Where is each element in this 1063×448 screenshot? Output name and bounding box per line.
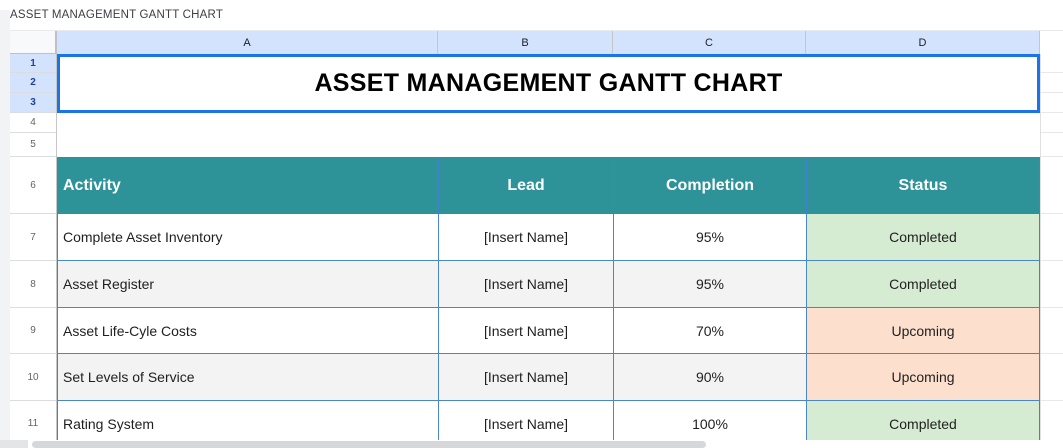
gantt-table: Activity Lead Completion Status Complete… xyxy=(57,157,1040,447)
table-header-row: Activity Lead Completion Status xyxy=(57,157,1040,214)
cell-completion[interactable]: 95% xyxy=(613,214,806,260)
column-header-c[interactable]: C xyxy=(613,31,806,55)
cell-activity[interactable]: Complete Asset Inventory xyxy=(63,229,223,245)
cell-activity[interactable]: Asset Life-Cyle Costs xyxy=(63,322,197,339)
table-row: Asset Register [Insert Name] 95% Complet… xyxy=(57,261,1040,308)
column-header-b[interactable]: B xyxy=(438,31,613,55)
spreadsheet-title: ASSET MANAGEMENT GANTT CHART xyxy=(314,69,783,97)
cell-completion[interactable]: 100% xyxy=(613,401,806,446)
scrollbar-thumb[interactable] xyxy=(32,440,706,448)
header-activity[interactable]: Activity xyxy=(63,176,121,194)
row-header-9[interactable]: 9 xyxy=(10,308,56,354)
header-lead[interactable]: Lead xyxy=(438,157,613,214)
cell-lead[interactable]: [Insert Name] xyxy=(438,214,613,260)
select-all-corner[interactable] xyxy=(10,31,57,55)
cell-status[interactable]: Completed xyxy=(806,261,1039,307)
cell-activity[interactable]: Set Levels of Service xyxy=(58,354,438,400)
cell-lead[interactable]: [Insert Name] xyxy=(438,354,613,400)
cell-status[interactable]: Completed xyxy=(806,214,1039,260)
row-header-10[interactable]: 10 xyxy=(10,354,56,401)
column-header-d[interactable]: D xyxy=(806,31,1040,55)
column-header-a[interactable]: A xyxy=(57,31,438,55)
cell-status[interactable]: Upcoming xyxy=(806,308,1039,353)
column-e-partial xyxy=(1040,54,1063,447)
cell-lead[interactable]: [Insert Name] xyxy=(438,308,613,353)
header-completion[interactable]: Completion xyxy=(613,157,806,214)
row-header-3[interactable]: 3 xyxy=(10,93,56,113)
left-gutter xyxy=(0,10,10,440)
cell-activity[interactable]: Rating System xyxy=(63,415,155,432)
table-row: Rating System [Insert Name] 100% Complet… xyxy=(57,401,1040,447)
cell-lead[interactable]: [Insert Name] xyxy=(438,261,613,307)
column-header-e-partial[interactable] xyxy=(1040,31,1063,55)
merged-title-cell[interactable]: ASSET MANAGEMENT GANTT CHART xyxy=(57,54,1040,113)
row-header-column: 1 2 3 4 5 6 7 8 9 10 11 xyxy=(10,54,57,447)
table-row: Asset Life-Cyle Costs [Insert Name] 70% … xyxy=(57,308,1040,354)
table-row: Complete Asset Inventory [Insert Name] 9… xyxy=(57,214,1040,261)
row-header-1[interactable]: 1 xyxy=(10,54,56,73)
row-header-7[interactable]: 7 xyxy=(10,214,56,261)
row-header-6[interactable]: 6 xyxy=(10,157,56,214)
scrollbar-corner xyxy=(0,440,28,448)
title-bar: ASSET MANAGEMENT GANTT CHART xyxy=(0,0,1063,30)
sheet-name-label: ASSET MANAGEMENT GANTT CHART xyxy=(10,9,224,21)
cell-status[interactable]: Upcoming xyxy=(806,354,1039,400)
horizontal-scrollbar[interactable] xyxy=(0,440,1063,448)
cell-completion[interactable]: 90% xyxy=(613,354,806,400)
cell-completion[interactable]: 70% xyxy=(613,308,806,353)
cell-activity[interactable]: Asset Register xyxy=(58,261,438,307)
row-header-4[interactable]: 4 xyxy=(10,113,56,133)
row-header-2[interactable]: 2 xyxy=(10,73,56,93)
cell-completion[interactable]: 95% xyxy=(613,261,806,307)
cell-status[interactable]: Completed xyxy=(806,401,1039,446)
row-header-8[interactable]: 8 xyxy=(10,261,56,308)
table-row: Set Levels of Service [Insert Name] 90% … xyxy=(57,354,1040,401)
row-header-5[interactable]: 5 xyxy=(10,133,56,157)
column-header-row: A B C D xyxy=(10,30,1063,55)
cell-lead[interactable]: [Insert Name] xyxy=(438,401,613,446)
header-status[interactable]: Status xyxy=(806,157,1039,214)
